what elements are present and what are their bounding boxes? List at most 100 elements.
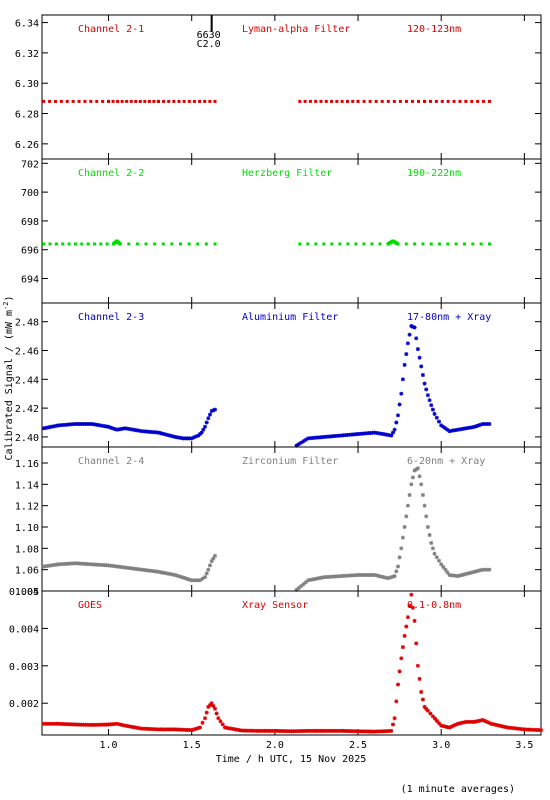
asterisk-stroke: [416, 466, 420, 471]
data-point: [425, 708, 430, 713]
asterisk-stroke: [441, 565, 446, 569]
data-point: [303, 99, 307, 103]
filter-label: Herzberg Filter: [242, 168, 332, 179]
data-point: [487, 242, 491, 246]
asterisk-stroke: [396, 682, 400, 687]
asterisk-stroke: [416, 663, 420, 668]
data-point: [213, 553, 217, 558]
asterisk-stroke: [218, 719, 223, 724]
asterisk-stroke: [434, 555, 439, 560]
data-point: [405, 341, 410, 346]
data-point: [298, 99, 302, 103]
data-point: [435, 719, 439, 723]
data-point: [204, 420, 209, 425]
asterisk-stroke: [214, 711, 219, 716]
data-point: [414, 336, 419, 341]
data-point: [214, 711, 219, 716]
data-point: [196, 242, 200, 246]
data-point: [476, 99, 480, 103]
data-point: [391, 722, 395, 727]
data-point: [396, 682, 400, 687]
panel-2: 694 696 698 700 702 Channel 2-2 Herzberg Filte…: [21, 158, 542, 304]
data-point: [400, 645, 405, 650]
series-points: [41, 324, 492, 448]
asterisk-stroke: [409, 324, 414, 328]
data-point: [167, 99, 171, 103]
data-point: [407, 604, 412, 608]
data-point: [464, 99, 468, 103]
data-point: [203, 424, 207, 429]
data-point: [134, 99, 138, 103]
data-point: [89, 99, 93, 103]
panel-frame: [41, 590, 542, 736]
y-tick-label: 2.48: [15, 318, 39, 329]
data-point: [424, 387, 429, 392]
data-point: [71, 99, 75, 103]
asterisk-stroke: [406, 615, 410, 620]
asterisk-stroke: [411, 605, 415, 610]
channel-label: GOES: [78, 600, 102, 611]
data-point: [146, 429, 150, 434]
asterisk-stroke: [401, 377, 405, 382]
filter-label: Aluminium Filter: [242, 312, 338, 323]
channel-label: Channel 2-4: [78, 456, 144, 467]
flare-marker-label: 6630: [197, 30, 221, 41]
data-point: [399, 546, 404, 551]
asterisk-stroke: [394, 699, 399, 704]
data-point: [111, 99, 115, 103]
data-point: [405, 503, 410, 508]
y-tick-label: 0.005: [9, 587, 39, 598]
asterisk-stroke: [409, 592, 414, 597]
asterisk-stroke: [443, 426, 448, 431]
data-point: [208, 99, 212, 103]
asterisk-stroke: [428, 711, 433, 716]
data-point: [206, 416, 211, 421]
data-point: [86, 242, 90, 246]
data-point: [362, 242, 366, 246]
data-point: [404, 242, 408, 246]
x-tick-label: 2.0: [266, 740, 284, 751]
data-point: [200, 720, 205, 725]
asterisk-stroke: [419, 482, 424, 487]
asterisk-stroke: [412, 325, 417, 330]
channel-label: Channel 2-2: [78, 168, 144, 179]
asterisk-stroke: [432, 412, 437, 416]
asterisk-stroke: [437, 558, 441, 563]
asterisk-stroke: [487, 567, 492, 572]
data-point: [429, 403, 434, 408]
data-point: [487, 99, 491, 103]
asterisk-stroke: [421, 697, 425, 702]
data-point: [204, 710, 209, 715]
data-point: [404, 514, 409, 519]
data-point: [420, 697, 425, 702]
asterisk-stroke: [426, 393, 430, 398]
y-tick-label: 6.26: [15, 140, 39, 151]
data-point: [208, 412, 212, 417]
data-point: [420, 373, 425, 377]
data-point: [204, 571, 209, 576]
data-point: [397, 555, 402, 560]
data-point: [107, 99, 111, 103]
asterisk-stroke: [487, 422, 492, 426]
asterisk-stroke: [411, 324, 415, 329]
asterisk-stroke: [424, 387, 429, 392]
data-point: [397, 669, 402, 674]
data-point: [213, 242, 217, 246]
asterisk-stroke: [485, 720, 489, 724]
data-point: [434, 415, 439, 420]
data-point: [412, 325, 417, 330]
data-point: [203, 716, 207, 721]
asterisk-stroke: [392, 574, 397, 578]
asterisk-stroke: [406, 341, 410, 346]
asterisk-stroke: [422, 503, 427, 508]
data-point: [42, 99, 46, 103]
asterisk-stroke: [401, 645, 405, 649]
data-point: [162, 99, 166, 103]
data-point: [356, 99, 360, 103]
data-point: [487, 567, 492, 572]
data-point: [440, 99, 444, 103]
data-point: [419, 364, 424, 369]
asterisk-stroke: [204, 710, 209, 715]
y-tick-label: 6.32: [15, 49, 39, 60]
asterisk-stroke: [431, 714, 435, 719]
